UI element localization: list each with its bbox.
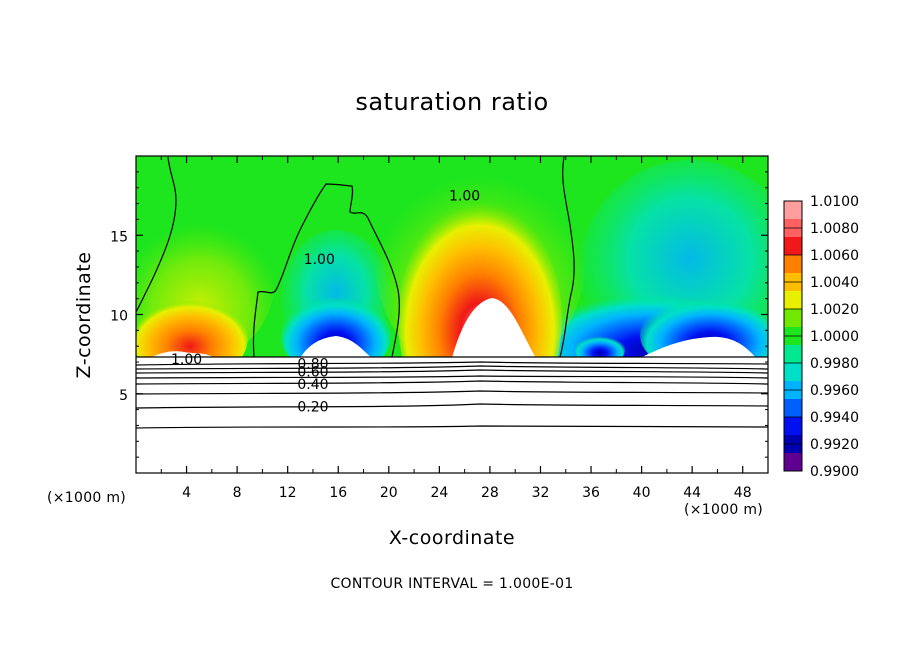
x-tick-label: 36 xyxy=(582,485,600,501)
colorbar-label: 0.9920 xyxy=(810,437,859,453)
colorbar-swatch xyxy=(784,399,802,418)
contour-label: 0.60 xyxy=(297,365,328,381)
x-tick-label: 4 xyxy=(182,485,191,501)
contour-lines xyxy=(135,156,769,429)
colorbar-label: 1.0020 xyxy=(810,302,859,318)
colorbar-label: 1.0040 xyxy=(810,275,859,291)
contour-label: 1.00 xyxy=(449,189,480,205)
x-tick-label: 32 xyxy=(532,485,550,501)
x-tick-label: 12 xyxy=(279,485,297,501)
contour-interval-note: CONTOUR INTERVAL = 1.000E-01 xyxy=(330,576,574,592)
contour-0.50 xyxy=(135,375,769,379)
colorbar-label: 0.9980 xyxy=(810,356,859,372)
contour-0.10 xyxy=(135,425,769,429)
contour-1-middle-left xyxy=(252,183,400,358)
x-axis-ticks: 4 8 12 16 20 24 28 32 36 40 44 48 xyxy=(160,156,752,501)
colorbar-swatch xyxy=(784,309,802,328)
colorbar-label: 0.9960 xyxy=(810,383,859,399)
x-unit-label-left: (×1000 m) xyxy=(47,490,127,506)
colorbar-label: 0.9900 xyxy=(810,464,859,480)
contour-1-left xyxy=(135,156,177,313)
x-tick-label: 8 xyxy=(233,485,242,501)
x-tick-label: 20 xyxy=(380,485,398,501)
contour-0.40 xyxy=(135,380,769,385)
colorbar-label: 1.0080 xyxy=(810,221,859,237)
contour-labels: 1.00 1.00 1.00 0.800.600.40 0.20 xyxy=(171,189,480,416)
x-tick-label: 28 xyxy=(481,485,499,501)
x-tick-label: 44 xyxy=(683,485,701,501)
colorbar-swatch xyxy=(784,417,802,436)
contour-label: 0.80 xyxy=(297,357,328,373)
y-tick-label: 10 xyxy=(110,309,128,325)
colorbar-label: 1.0000 xyxy=(810,329,859,345)
x-tick-label: 24 xyxy=(430,485,448,501)
colorbar-swatch xyxy=(784,453,802,472)
contour-label: 1.00 xyxy=(304,252,335,268)
contour-0.20 xyxy=(135,403,769,409)
x-axis-label: X-coordinate xyxy=(388,527,516,549)
contour-0.70 xyxy=(135,365,769,370)
colorbar-swatch xyxy=(784,363,802,382)
contour-0.60 xyxy=(135,369,769,374)
colorbar-label: 0.9940 xyxy=(810,410,859,426)
contour-0.30 xyxy=(135,390,769,395)
colorbar-label: 1.0060 xyxy=(810,248,859,264)
colorbar-swatch xyxy=(784,345,802,364)
x-unit-label-right: (×1000 m) xyxy=(684,502,764,518)
y-tick-label: 15 xyxy=(110,229,128,245)
x-tick-label: 16 xyxy=(329,485,347,501)
contour-label: 1.00 xyxy=(171,352,202,368)
y-tick-label: 5 xyxy=(119,388,128,404)
colorbar-swatch xyxy=(784,237,802,256)
colorbar-swatch xyxy=(784,201,802,220)
x-tick-label: 48 xyxy=(734,485,752,501)
contour-label: 0.20 xyxy=(297,399,328,415)
contour-label: 0.40 xyxy=(297,377,328,393)
colorbar-label: 1.0100 xyxy=(810,194,859,210)
contour-0.80 xyxy=(135,361,769,366)
chart-title: saturation ratio xyxy=(355,88,549,116)
heatmap-field xyxy=(136,156,768,473)
x-tick-label: 40 xyxy=(633,485,651,501)
y-axis-ticks: 5 10 15 xyxy=(110,171,768,458)
contour-1-right xyxy=(559,156,575,358)
colorbar: 1.0100 1.0080 1.0060 1.0040 1.0020 1.0000 0.99… xyxy=(783,194,859,480)
colorbar-swatch xyxy=(784,291,802,310)
colorbar-swatch xyxy=(784,255,802,274)
